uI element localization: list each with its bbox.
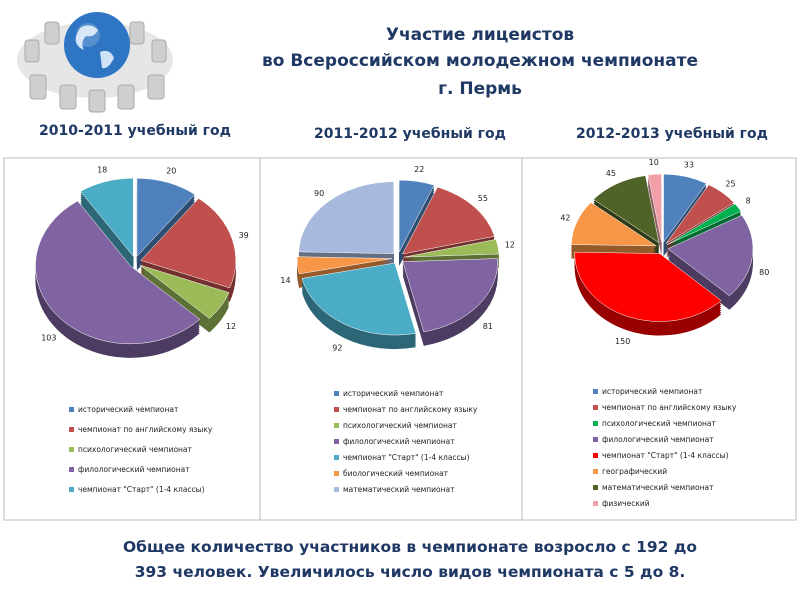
- pie-slice: [571, 202, 658, 247]
- globe-icon: [17, 12, 173, 113]
- title-line: во Всероссийском молодежном чемпионате: [262, 51, 698, 71]
- pie-slice: [663, 173, 707, 243]
- data-label: 103: [41, 334, 56, 343]
- pie-slice: [298, 181, 395, 254]
- pie-slice: [666, 203, 742, 245]
- legend-label: исторический чемпионат: [343, 389, 444, 398]
- legend-swatch: [593, 501, 598, 506]
- pie-slice: [296, 256, 393, 275]
- legend-label: исторический чемпионат: [78, 405, 179, 414]
- pie-slice: [139, 264, 230, 319]
- legend-swatch: [69, 467, 74, 472]
- legend-label: биологический чемпионат: [343, 469, 449, 478]
- pie-slice: [667, 214, 754, 297]
- title-line: Участие лицеистов: [386, 25, 575, 45]
- legend-label: чемпионат по английскому языку: [78, 425, 213, 434]
- legend-swatch: [593, 469, 598, 474]
- data-label: 33: [684, 160, 694, 169]
- pie-slice: [402, 186, 495, 255]
- data-label: 150: [615, 337, 630, 346]
- data-label: 12: [505, 240, 515, 249]
- pie-slice: [80, 178, 134, 257]
- legend-label: исторический чемпионат: [602, 387, 703, 396]
- data-label: 42: [560, 214, 570, 223]
- legend-label: географический: [602, 467, 667, 476]
- data-label: 25: [725, 179, 735, 188]
- legend-label: чемпионат "Старт" (1-4 классы): [343, 453, 470, 462]
- pie-slice: [35, 200, 201, 345]
- legend-label: психологический чемпионат: [78, 445, 193, 454]
- legend-swatch: [334, 455, 339, 460]
- legend-swatch: [593, 389, 598, 394]
- data-label: 90: [314, 189, 324, 198]
- pie-slice: [136, 178, 196, 257]
- legend-label: психологический чемпионат: [602, 419, 717, 428]
- data-label: 22: [414, 165, 424, 174]
- data-label: 39: [239, 231, 249, 240]
- pie-slice: [574, 251, 722, 322]
- data-label: 20: [166, 167, 176, 176]
- pie-slice: [665, 184, 735, 244]
- footer-line: Общее количество участников в чемпионате…: [123, 538, 697, 556]
- data-label: 8: [746, 196, 751, 205]
- legend-swatch: [334, 471, 339, 476]
- legend-swatch: [334, 391, 339, 396]
- legend-label: филологический чемпионат: [78, 465, 190, 474]
- legend-swatch: [593, 405, 598, 410]
- legend-swatch: [69, 407, 74, 412]
- title-line: г. Пермь: [438, 79, 522, 99]
- legend-label: психологический чемпионат: [343, 421, 458, 430]
- legend-label: математический чемпионат: [602, 483, 714, 492]
- chart-title: 2011-2012 учебный год: [314, 126, 506, 142]
- legend-label: чемпионат по английскому языку: [343, 405, 478, 414]
- data-label: 10: [649, 158, 659, 167]
- pie-slice: [593, 175, 660, 244]
- legend-swatch: [334, 407, 339, 412]
- pie-slice: [140, 198, 237, 289]
- data-label: 12: [226, 322, 236, 331]
- pie-slice: [301, 262, 417, 336]
- legend-label: филологический чемпионат: [343, 437, 455, 446]
- legend-swatch: [593, 453, 598, 458]
- legend-label: чемпионат "Старт" (1-4 классы): [602, 451, 729, 460]
- charts-frame: [3, 157, 797, 521]
- pie-slice: [398, 179, 435, 253]
- data-label: 18: [97, 166, 107, 175]
- legend-swatch: [334, 487, 339, 492]
- legend-label: филологический чемпионат: [602, 435, 714, 444]
- legend-label: чемпионат по английскому языку: [602, 403, 737, 412]
- legend-label: физический: [602, 499, 650, 508]
- pie-slice: [402, 258, 498, 333]
- chart-title: 2012-2013 учебный год: [576, 126, 768, 142]
- data-label: 92: [332, 343, 342, 352]
- legend-label: математический чемпионат: [343, 485, 455, 494]
- data-label: 80: [759, 268, 769, 277]
- footer-line: 393 человек. Увеличилось число видов чем…: [135, 563, 686, 581]
- legend-swatch: [593, 437, 598, 442]
- data-label: 14: [280, 276, 290, 285]
- chart-title: 2010-2011 учебный год: [39, 123, 231, 139]
- pie-slice: [647, 173, 662, 243]
- legend-label: чемпионат "Старт" (1-4 классы): [78, 485, 205, 494]
- data-label: 55: [478, 194, 488, 203]
- legend-swatch: [69, 487, 74, 492]
- pie-slice: [403, 239, 500, 258]
- legend-swatch: [69, 447, 74, 452]
- legend-swatch: [593, 421, 598, 426]
- legend-swatch: [69, 427, 74, 432]
- data-label: 45: [606, 169, 616, 178]
- legend-swatch: [593, 485, 598, 490]
- legend-swatch: [334, 439, 339, 444]
- legend-swatch: [334, 423, 339, 428]
- data-label: 81: [483, 322, 493, 331]
